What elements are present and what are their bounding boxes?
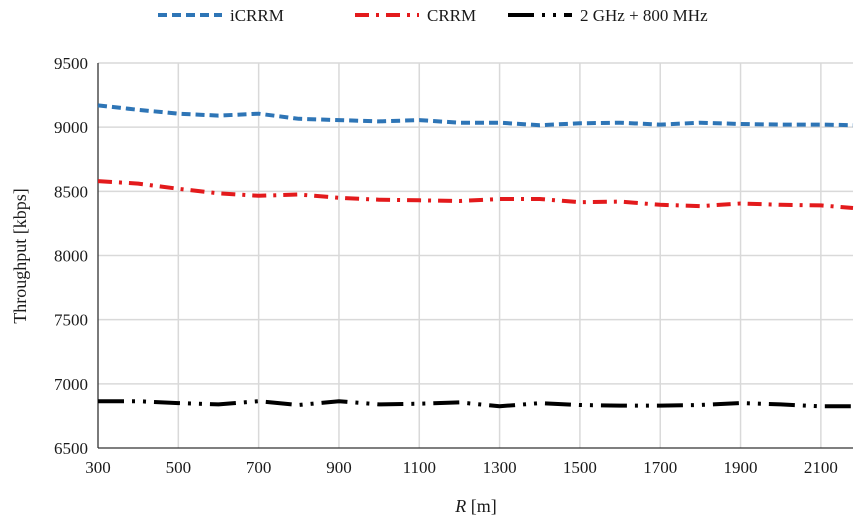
legend-label-2-ghz-800-mhz: 2 GHz + 800 MHz	[580, 6, 708, 25]
y-axis-label: Throughput [kbps]	[10, 188, 30, 323]
x-tick-label: 300	[85, 458, 111, 477]
series-lines	[97, 103, 854, 409]
y-tick-label: 8000	[54, 247, 88, 266]
y-tick-label: 6500	[54, 439, 88, 458]
x-tick-label: 1300	[483, 458, 517, 477]
legend-label-icrrm: iCRRM	[230, 6, 284, 25]
x-axis-label-variable: R	[454, 496, 466, 516]
x-tick-label: 1700	[643, 458, 677, 477]
x-axis-label: R [m]	[454, 496, 497, 516]
x-tick-label: 700	[246, 458, 272, 477]
series-line-2-ghz-800-mhz	[98, 399, 853, 409]
y-tick-label: 7500	[54, 311, 88, 330]
grid-lines	[98, 62, 853, 448]
x-tick-label: 500	[166, 458, 192, 477]
series-line-icrrm	[97, 103, 854, 128]
legend: iCRRM CRRM 2 GHz + 800 MHz	[158, 6, 708, 25]
x-axis-label-unit: [m]	[466, 496, 497, 516]
x-tick-label: 1500	[563, 458, 597, 477]
x-tick-label: 2100	[804, 458, 838, 477]
axes	[97, 63, 853, 449]
y-tick-label: 9000	[54, 118, 88, 137]
y-tick-label: 9500	[54, 54, 88, 73]
legend-label-crrm: CRRM	[427, 6, 476, 25]
series-line-crrm	[97, 179, 854, 210]
x-tick-labels: 300 500 700 900 1100 1300 1500 1700 1900 2100	[85, 458, 838, 477]
y-tick-label: 7000	[54, 375, 88, 394]
y-tick-label: 8500	[54, 182, 88, 201]
x-tick-label: 1100	[403, 458, 436, 477]
x-tick-label: 1900	[724, 458, 758, 477]
x-tick-label: 900	[326, 458, 352, 477]
y-tick-labels: 6500 7000 7500 8000 8500 9000 9500	[54, 54, 88, 458]
